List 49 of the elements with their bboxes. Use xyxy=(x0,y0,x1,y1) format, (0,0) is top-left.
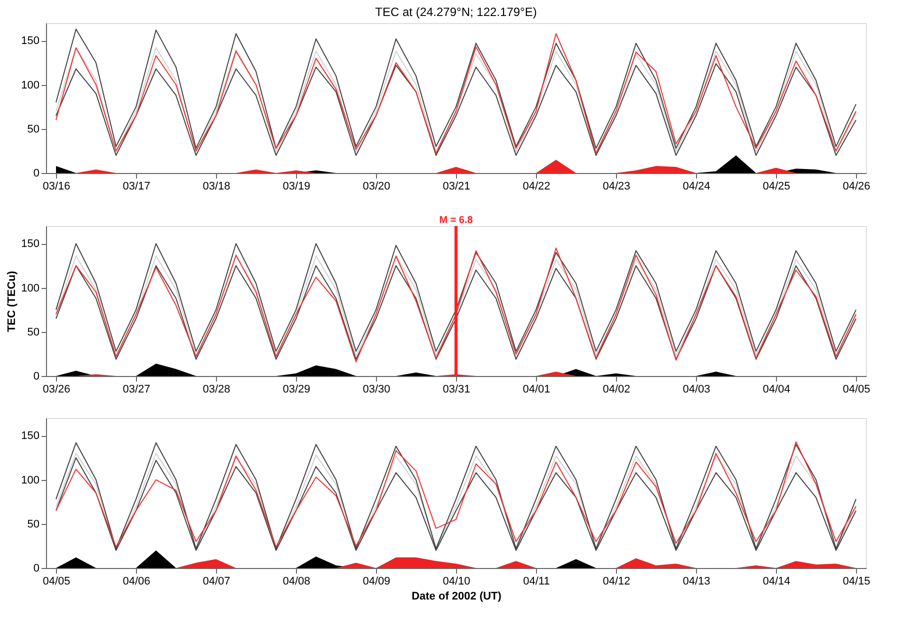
x-tick-label: 03/27 xyxy=(122,384,150,396)
x-tick-label: 03/21 xyxy=(442,180,470,192)
x-tick-label: 04/26 xyxy=(842,180,870,192)
x-tick-label: 03/20 xyxy=(362,180,390,192)
x-tick-label: 03/19 xyxy=(282,180,310,192)
x-tick-label: 04/11 xyxy=(523,576,550,588)
x-tick-label: 04/05 xyxy=(842,384,870,396)
x-tick-label: 03/30 xyxy=(362,384,390,396)
x-tick-label: 04/04 xyxy=(762,384,790,396)
x-tick-label: 04/05 xyxy=(42,576,70,588)
y-tick-label: 0 xyxy=(33,562,40,574)
x-tick-label: 04/07 xyxy=(202,576,230,588)
y-axis-title: TEC (TECu) xyxy=(6,270,18,332)
x-tick-label: 04/22 xyxy=(522,180,550,192)
x-tick-label: 04/10 xyxy=(442,576,470,588)
x-tick-label: 04/02 xyxy=(602,384,630,396)
y-tick-label: 100 xyxy=(21,282,40,294)
x-tick-label: 04/23 xyxy=(602,180,630,192)
y-tick-label: 50 xyxy=(27,123,40,136)
x-tick-label: 04/15 xyxy=(842,576,870,588)
y-tick-label: 150 xyxy=(21,238,40,250)
x-tick-label: 04/24 xyxy=(682,180,710,192)
x-tick-label: 03/16 xyxy=(42,180,70,192)
y-tick-label: 150 xyxy=(21,35,40,48)
x-tick-label: 04/01 xyxy=(522,384,550,396)
x-tick-label: 03/28 xyxy=(202,384,230,396)
x-tick-label: 04/09 xyxy=(362,576,390,588)
x-tick-label: 04/08 xyxy=(282,576,310,588)
y-tick-label: 100 xyxy=(21,79,40,92)
x-tick-label: 03/18 xyxy=(202,180,230,192)
x-tick-label: 03/17 xyxy=(122,180,150,192)
x-tick-label: 04/03 xyxy=(682,384,710,396)
x-tick-label: 03/31 xyxy=(442,384,470,396)
chart-title: TEC at (24.279°N; 122.179°E) xyxy=(375,5,537,19)
x-tick-label: 03/26 xyxy=(42,384,70,396)
x-tick-label: 04/13 xyxy=(682,576,710,588)
y-tick-label: 0 xyxy=(33,370,40,382)
ref-line-label: M = 6.8 xyxy=(439,215,474,226)
x-tick-label: 03/29 xyxy=(282,384,310,396)
y-tick-label: 100 xyxy=(21,474,40,486)
y-tick-label: 50 xyxy=(27,326,40,338)
x-axis-title: Date of 2002 (UT) xyxy=(412,590,502,602)
y-tick-label: 150 xyxy=(21,430,40,442)
x-tick-label: 04/06 xyxy=(122,576,150,588)
x-tick-label: 04/14 xyxy=(762,576,790,588)
x-tick-label: 04/25 xyxy=(762,180,790,192)
x-tick-label: 04/12 xyxy=(602,576,630,588)
y-tick-label: 0 xyxy=(33,168,40,180)
y-tick-label: 50 xyxy=(27,518,40,530)
